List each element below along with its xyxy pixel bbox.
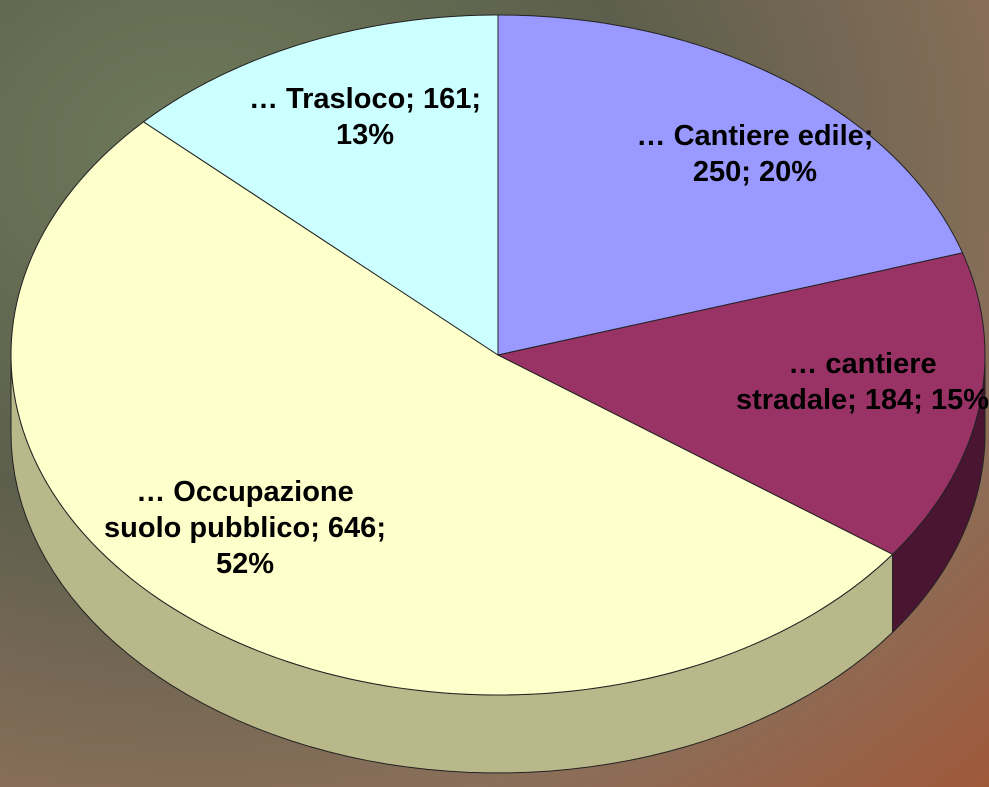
data-label: … Cantiere edile; 250; 20% [636,120,874,188]
data-label: … cantiere stradale; 184; 15% [735,348,989,416]
slice [496,252,986,555]
slice [497,14,964,356]
data-label: … Trasloco; 161; 13% [248,83,482,151]
slice [10,121,894,696]
data-label: … Occupazione suolo pubblico; 646; 52% [104,476,386,580]
slice [142,14,499,356]
